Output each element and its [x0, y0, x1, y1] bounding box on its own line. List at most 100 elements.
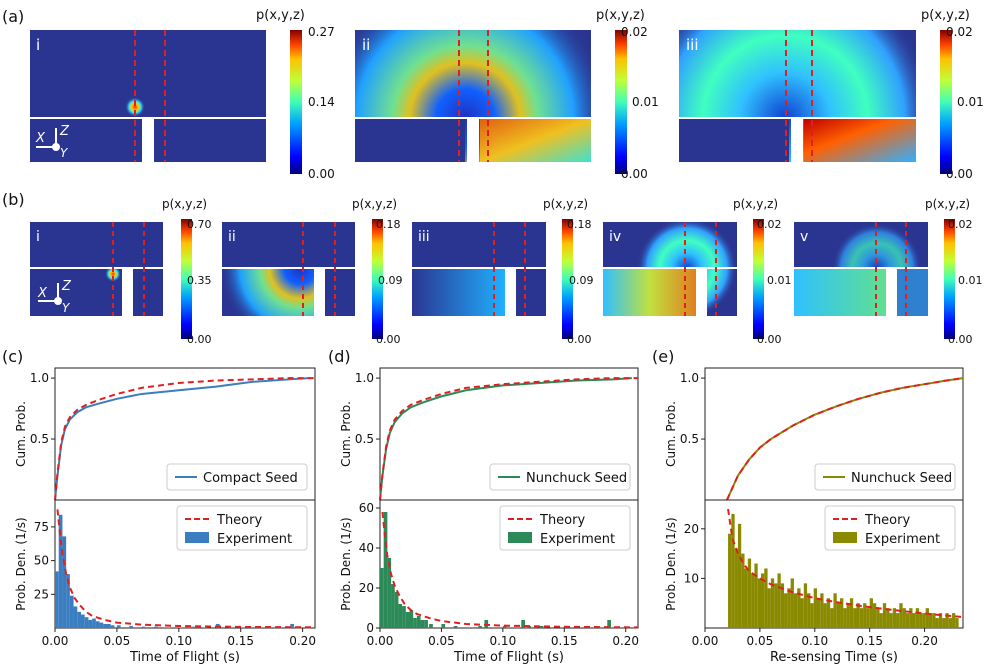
histogram-bar: [521, 620, 525, 628]
histogram-bar: [737, 523, 742, 628]
cbar-tick: 0.14: [308, 95, 335, 109]
cbar-title: p(x,y,z): [596, 8, 645, 23]
pdf-xtick-label: 0.20: [911, 634, 938, 648]
pdf-frame: [379, 499, 639, 629]
pdf-xlabel: Time of Flight (s): [453, 650, 564, 665]
panel-label-c: (c): [2, 347, 23, 366]
pdf-theory-line: [381, 511, 639, 629]
pdf-legend-theory-label: Theory: [864, 513, 910, 528]
histogram-bar: [88, 619, 93, 628]
pdf-ytick-label: 10: [684, 571, 699, 585]
pdf-xtick-label: 0.15: [227, 634, 254, 648]
pdf-theory-line: [727, 508, 964, 619]
histogram-bar: [846, 603, 850, 628]
axis-glyph-b-z: Z: [61, 279, 72, 294]
pdf-panel: 60 40 20 00.00 0.05 0.10 0.15 0.20 Time of Fligh…: [339, 499, 639, 665]
heatmap-b-iv: iv: [603, 222, 737, 316]
cdf-theory-line: [379, 377, 638, 501]
axis-glyph-b-y: Y: [62, 301, 71, 315]
histogram-bar: [154, 626, 158, 628]
histogram-bar: [744, 568, 748, 628]
heatmap-a-ii-label: ii: [362, 36, 370, 54]
histogram-bar: [84, 617, 89, 628]
pdf-theory-line: [56, 509, 316, 629]
colorbar-b-iii: p(x,y,z) 0.18 0.09 0.00: [543, 197, 594, 346]
cbar-tick: 0.02: [946, 25, 973, 39]
histogram-bar: [774, 583, 778, 628]
pdf-xtick-label: 0.00: [367, 634, 394, 648]
pdf-ylabel: Prob. Den. (1/s): [14, 517, 28, 610]
pdf-ytick-label: 20: [684, 522, 699, 536]
pdf-ytick-label: 25: [34, 587, 49, 601]
cdf-ytick-label: 1.0: [355, 371, 374, 385]
panel-label-d: (d): [328, 347, 351, 366]
histogram-bar: [413, 618, 417, 628]
cdf-legend-box: [814, 463, 956, 491]
histogram-bar: [952, 613, 956, 628]
pdf-frame: [54, 499, 316, 629]
histogram-bar: [166, 627, 171, 628]
cbar-tick: 0.02: [757, 218, 782, 231]
cbar-tick: 0.35: [187, 274, 212, 287]
cbar-tick: 0.01: [632, 95, 659, 109]
histogram-bar: [820, 593, 824, 628]
histogram-bar: [394, 592, 399, 628]
histogram-bar: [383, 512, 388, 628]
colorbar-a-ii: p(x,y,z) 0.02 0.01 0.00: [596, 8, 659, 181]
histogram-bar: [405, 612, 410, 628]
pdf-ylabel: Prob. Den. (1/s): [664, 517, 678, 610]
histogram-bar: [836, 603, 841, 628]
histogram-bar: [73, 606, 78, 628]
cbar-title: p(x,y,z): [352, 197, 397, 211]
cbar-tick: 0.18: [376, 218, 401, 231]
histogram-bar: [387, 558, 392, 628]
histogram-bar: [948, 618, 953, 628]
heatmap-a-iii: iii: [679, 30, 916, 162]
histogram-bar: [879, 613, 883, 628]
cbar-tick: 0.18: [567, 218, 592, 231]
histogram-bar: [790, 578, 794, 628]
cbar-title: p(x,y,z): [543, 197, 588, 211]
heatmap-a-i: i: [30, 30, 266, 162]
cbar-tick: 0.00: [567, 333, 592, 346]
histogram-bar: [856, 603, 860, 628]
histogram-bar: [896, 613, 900, 628]
heatmap-b-i-label: i: [36, 229, 40, 245]
cdf-legend-label: Compact Seed: [203, 471, 298, 486]
histogram-bar: [830, 608, 834, 628]
cdf-legend-box: [489, 463, 631, 491]
histogram-bar: [116, 625, 121, 628]
colorbar-b-i: p(x,y,z) 0.70 0.35 0.00: [162, 197, 212, 346]
pdf-legend-exp-label: Experiment: [540, 532, 615, 547]
histogram-bar: [813, 588, 817, 628]
histogram-bar: [909, 608, 913, 628]
pdf-panel: 75 50 25 0.00 0.05 0.10 0.15 0.20 Time of Flight…: [14, 499, 316, 665]
histogram-bar: [754, 563, 758, 628]
histogram-bar: [191, 626, 195, 628]
pdf-xtick-label: 0.10: [489, 634, 516, 648]
axis-glyph-a-z: Z: [59, 124, 70, 139]
pdf-legend-box: [499, 505, 631, 551]
histogram-bar: [945, 613, 949, 628]
colorbar-b-iv: p(x,y,z) 0.02 0.01 0.00: [733, 197, 792, 346]
pdf-legend-theory-label: Theory: [539, 513, 585, 528]
histogram-bar: [290, 623, 294, 628]
pdf-legend-box: [176, 505, 308, 551]
histogram-bar: [429, 624, 433, 628]
pdf-ytick-label: 50: [34, 554, 49, 568]
cbar-tick: 0.09: [378, 274, 403, 287]
histogram-bar: [932, 613, 936, 628]
histogram-bar: [741, 553, 745, 628]
panel-label-b: (b): [2, 190, 25, 209]
histogram-bar: [912, 613, 916, 628]
histogram-bar: [402, 606, 406, 628]
histogram-bar: [899, 603, 903, 628]
heatmap-b-iii: iii: [412, 222, 546, 316]
histogram-bar: [607, 620, 611, 628]
histogram-bar: [107, 623, 111, 628]
pdf-legend-exp-swatch: [185, 532, 209, 543]
pdf-xtick-label: 0.05: [104, 634, 131, 648]
histogram-bar: [922, 613, 926, 628]
colorbar-b-v: p(x,y,z) 0.02 0.01 0.00: [925, 197, 983, 346]
